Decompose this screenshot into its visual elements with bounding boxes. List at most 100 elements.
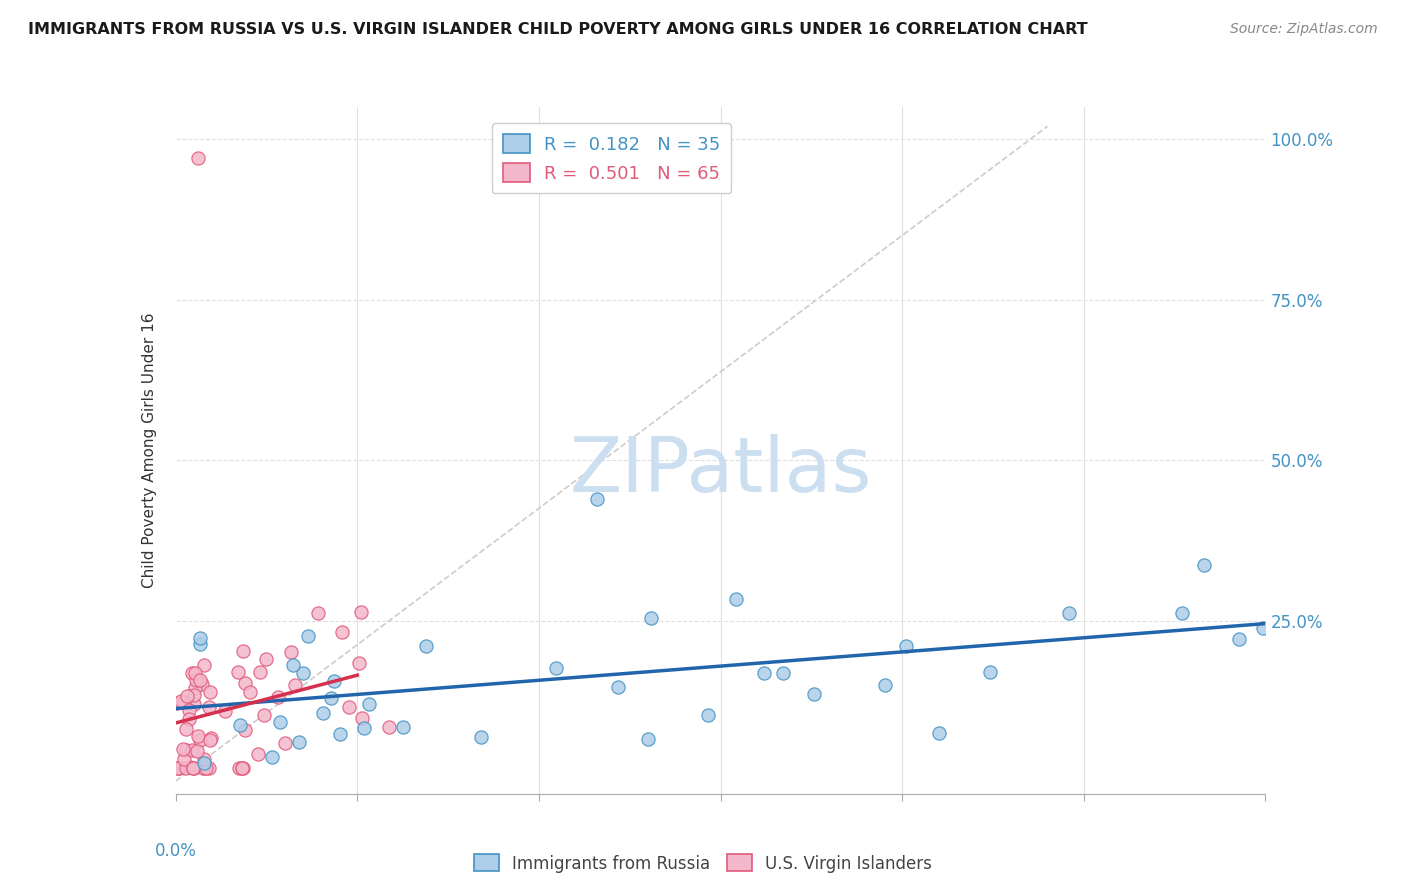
Point xyxy=(183,761,205,775)
Point xyxy=(328,727,350,741)
Point xyxy=(200,732,222,747)
Point xyxy=(321,691,343,706)
Text: IMMIGRANTS FROM RUSSIA VS U.S. VIRGIN ISLANDER CHILD POVERTY AMONG GIRLS UNDER 1: IMMIGRANTS FROM RUSSIA VS U.S. VIRGIN IS… xyxy=(28,22,1088,37)
Text: ZIPatlas: ZIPatlas xyxy=(569,434,872,508)
Point xyxy=(188,673,211,688)
Point xyxy=(173,695,195,709)
Point xyxy=(803,687,825,701)
Point xyxy=(752,666,775,681)
Point xyxy=(174,743,197,757)
Point xyxy=(184,681,207,695)
Point xyxy=(193,751,215,765)
Point xyxy=(287,735,309,749)
Point xyxy=(174,722,197,736)
Point xyxy=(186,744,208,758)
Point xyxy=(544,661,567,675)
Point xyxy=(247,747,270,761)
Point xyxy=(323,674,346,689)
Point xyxy=(284,678,307,692)
Point xyxy=(894,639,917,653)
Text: Source: ZipAtlas.com: Source: ZipAtlas.com xyxy=(1230,22,1378,37)
Point xyxy=(357,697,380,711)
Point xyxy=(1251,621,1274,635)
Point xyxy=(637,732,659,747)
Point xyxy=(873,678,896,692)
Point xyxy=(187,729,209,743)
Point xyxy=(180,666,202,681)
Point xyxy=(307,606,329,620)
Point xyxy=(229,718,252,732)
Point xyxy=(179,702,201,716)
Point xyxy=(254,651,277,665)
Point xyxy=(928,726,950,740)
Point xyxy=(337,700,360,714)
Point xyxy=(179,760,201,774)
Point xyxy=(183,689,205,703)
Point xyxy=(586,491,609,506)
Point xyxy=(724,591,747,606)
Point xyxy=(231,761,253,775)
Point xyxy=(183,697,205,711)
Point xyxy=(198,684,221,698)
Point xyxy=(173,751,195,765)
Legend: Immigrants from Russia, U.S. Virgin Islanders: Immigrants from Russia, U.S. Virgin Isla… xyxy=(467,847,939,880)
Point xyxy=(194,761,217,775)
Point xyxy=(1171,606,1194,620)
Point xyxy=(184,673,207,688)
Point xyxy=(267,690,290,705)
Point xyxy=(226,665,249,679)
Point xyxy=(280,646,302,660)
Point xyxy=(979,665,1001,679)
Point xyxy=(392,719,415,733)
Point xyxy=(181,761,204,775)
Legend: R =  0.182   N = 35, R =  0.501   N = 65: R = 0.182 N = 35, R = 0.501 N = 65 xyxy=(492,123,731,194)
Point xyxy=(197,761,219,775)
Point xyxy=(281,657,304,672)
Point xyxy=(640,610,662,624)
Point xyxy=(214,704,236,718)
Point xyxy=(195,761,218,775)
Point xyxy=(181,761,204,775)
Point xyxy=(1192,558,1215,573)
Point xyxy=(166,696,188,710)
Point xyxy=(347,656,370,670)
Point xyxy=(228,761,250,775)
Point xyxy=(167,761,190,775)
Point xyxy=(193,756,215,770)
Point xyxy=(1057,607,1080,621)
Point xyxy=(177,712,200,726)
Point xyxy=(297,629,319,643)
Point xyxy=(253,708,276,723)
Point xyxy=(353,721,375,735)
Point xyxy=(169,693,191,707)
Point xyxy=(349,605,371,619)
Point xyxy=(232,761,254,775)
Point xyxy=(191,676,214,690)
Point xyxy=(292,666,315,681)
Point xyxy=(415,640,437,654)
Point xyxy=(191,761,214,775)
Point xyxy=(470,730,492,744)
Y-axis label: Child Poverty Among Girls Under 16: Child Poverty Among Girls Under 16 xyxy=(142,313,157,588)
Point xyxy=(607,680,630,694)
Point xyxy=(274,736,297,750)
Point xyxy=(176,689,198,703)
Point xyxy=(350,710,373,724)
Point xyxy=(239,684,262,698)
Point xyxy=(233,676,256,690)
Point xyxy=(197,700,219,714)
Point xyxy=(184,665,207,680)
Point xyxy=(186,152,209,166)
Point xyxy=(235,723,257,738)
Point xyxy=(249,665,271,679)
Point xyxy=(167,761,190,775)
Point xyxy=(190,733,212,747)
Point xyxy=(167,761,190,775)
Point xyxy=(330,625,353,640)
Point xyxy=(378,720,401,734)
Point xyxy=(188,631,211,645)
Point xyxy=(232,644,254,658)
Point xyxy=(262,750,284,764)
Point xyxy=(181,742,204,756)
Point xyxy=(1227,632,1250,646)
